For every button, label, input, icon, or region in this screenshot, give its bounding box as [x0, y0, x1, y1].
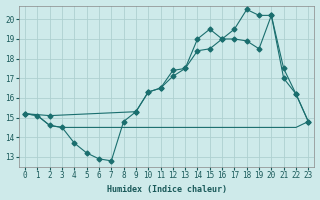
X-axis label: Humidex (Indice chaleur): Humidex (Indice chaleur)	[107, 185, 227, 194]
